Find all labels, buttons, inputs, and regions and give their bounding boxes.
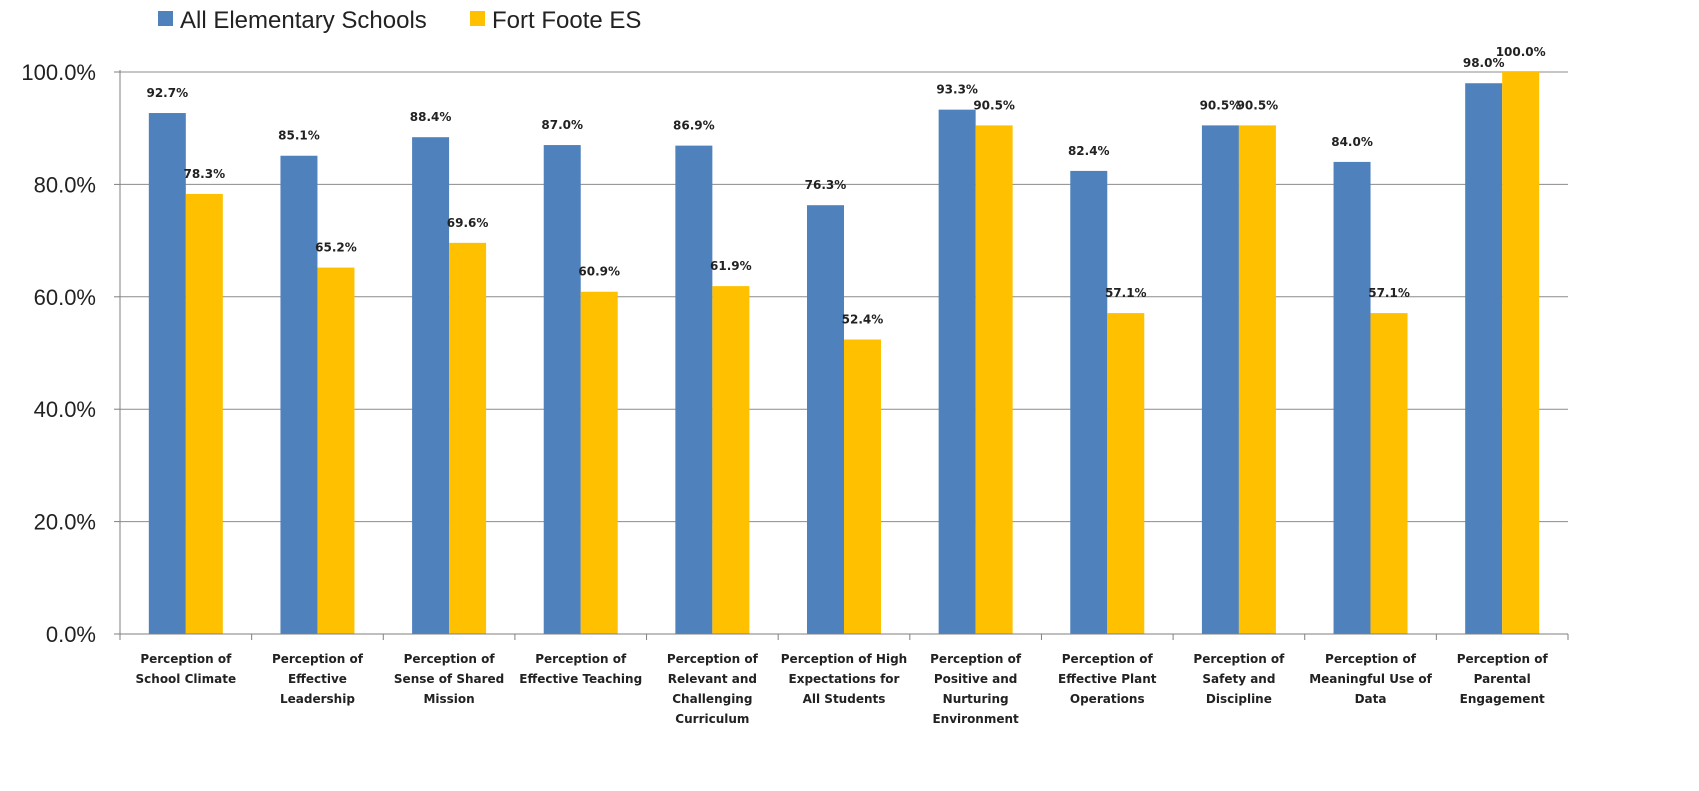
x-tick-label: Parental (1474, 672, 1531, 686)
legend-swatch-1 (158, 11, 173, 26)
x-tick-label: All Students (803, 692, 886, 706)
x-axis: Perception of School Climate Perception of… (114, 70, 1569, 726)
x-tick-label: Operations (1070, 692, 1145, 706)
x-tick-label: Perception of (404, 652, 496, 666)
x-tick-label: Effective Plant (1058, 672, 1157, 686)
bar-all-elementary-8 (1070, 170, 1108, 635)
x-tick-label: Perception of (535, 652, 627, 666)
x-tick-label: Perception of (667, 652, 759, 666)
x-tick-label: Mission (423, 692, 474, 706)
x-tick-label: Safety and (1202, 672, 1275, 686)
data-label-fort-foote-9: 90.5% (1237, 98, 1279, 112)
x-tick-label: Leadership (280, 692, 355, 706)
bar-fort-foote-10 (1370, 313, 1408, 634)
x-tick-label: Effective Teaching (519, 672, 642, 686)
bar-all-elementary-2 (280, 155, 318, 634)
bar-fort-foote-4 (580, 291, 618, 634)
x-tick-label: Nurturing (943, 692, 1009, 706)
y-tick-label: 80.0% (34, 172, 96, 197)
y-axis: 0.0% 20.0% 40.0% 60.0% 80.0% 100.0% (21, 60, 96, 647)
y-tick-label: 100.0% (21, 60, 96, 85)
x-tick-label: Perception of (1062, 652, 1154, 666)
legend-label-2: Fort Foote ES (492, 7, 641, 34)
x-tick-label: School Climate (136, 672, 237, 686)
data-label-all-elementary-5: 86.9% (673, 119, 715, 133)
data-label-all-elementary-6: 76.3% (805, 178, 847, 192)
bar-all-elementary-5 (675, 145, 713, 634)
x-tick-label: Positive and (934, 672, 1018, 686)
y-tick-label: 0.0% (46, 622, 96, 647)
bar-fort-foote-1 (185, 193, 223, 635)
data-label-all-elementary-7: 93.3% (936, 83, 978, 97)
data-label-fort-foote-2: 65.2% (315, 241, 357, 255)
x-tick-label: Sense of Shared (394, 672, 504, 686)
data-label-all-elementary-4: 87.0% (541, 118, 583, 132)
bar-all-elementary-6 (807, 205, 844, 634)
bars (148, 72, 1540, 635)
y-tick-label: 20.0% (34, 510, 96, 535)
data-label-all-elementary-9: 90.5% (1200, 98, 1242, 112)
x-tick-label: Perception of (272, 652, 364, 666)
x-tick-label: Curriculum (675, 712, 749, 726)
data-labels: 92.7% 85.1% 88.4% 87.0% 86.9% 76.3% 93.3% 82.4%… (146, 45, 1545, 327)
legend-swatch-2 (470, 11, 485, 26)
bar-fort-foote-6 (844, 339, 881, 634)
bar-all-elementary-1 (148, 113, 186, 634)
data-label-all-elementary-10: 84.0% (1331, 135, 1373, 149)
bar-fort-foote-2 (317, 267, 355, 634)
x-tick-label: Relevant and (668, 672, 757, 686)
data-label-fort-foote-11: 100.0% (1496, 45, 1546, 59)
data-label-all-elementary-11: 98.0% (1463, 56, 1505, 70)
data-label-all-elementary-2: 85.1% (278, 129, 320, 143)
data-label-fort-foote-5: 61.9% (710, 259, 752, 273)
y-tick-label: 40.0% (34, 397, 96, 422)
bar-fort-foote-8 (1107, 313, 1145, 634)
bar-fort-foote-11 (1502, 72, 1540, 634)
x-tick-label: Perception of (140, 652, 232, 666)
data-label-fort-foote-6: 52.4% (842, 313, 884, 327)
data-label-fort-foote-1: 78.3% (183, 167, 225, 181)
x-tick-label: Data (1355, 692, 1387, 706)
x-tick-label: Meaningful Use of (1309, 672, 1432, 686)
bar-all-elementary-4 (543, 145, 581, 634)
bar-all-elementary-9 (1201, 125, 1239, 634)
x-tick-label: Perception of (1193, 652, 1285, 666)
x-tick-label: Perception of High (781, 652, 907, 666)
data-label-fort-foote-4: 60.9% (578, 265, 620, 279)
data-label-all-elementary-1: 92.7% (146, 86, 188, 100)
x-tick-label: Effective (288, 672, 347, 686)
data-label-all-elementary-8: 82.4% (1068, 144, 1110, 158)
data-label-all-elementary-3: 88.4% (410, 110, 452, 124)
bar-fort-foote-5 (712, 286, 750, 634)
x-tick-label: Perception of (1325, 652, 1417, 666)
bar-all-elementary-10 (1333, 161, 1371, 635)
x-tick-label: Environment (932, 712, 1019, 726)
bar-fort-foote-7 (975, 125, 1013, 634)
bar-all-elementary-11 (1465, 83, 1503, 635)
legend: All Elementary Schools Fort Foote ES (158, 7, 641, 34)
bar-fort-foote-3 (449, 242, 487, 634)
x-tick-label: Perception of (1457, 652, 1549, 666)
x-tick-label: Challenging (672, 692, 752, 706)
y-tick-label: 60.0% (34, 285, 96, 310)
bar-all-elementary-3 (412, 137, 450, 634)
data-label-fort-foote-10: 57.1% (1368, 286, 1410, 300)
legend-label-1: All Elementary Schools (180, 7, 427, 34)
x-tick-label: Perception of (930, 652, 1022, 666)
data-label-fort-foote-8: 57.1% (1105, 286, 1147, 300)
bar-fort-foote-9 (1238, 125, 1276, 634)
x-tick-label: Discipline (1206, 692, 1272, 706)
bar-all-elementary-7 (938, 109, 976, 635)
x-tick-label: Engagement (1460, 692, 1545, 706)
data-label-fort-foote-3: 69.6% (447, 216, 489, 230)
x-tick-label: Expectations for (789, 672, 900, 686)
data-label-fort-foote-7: 90.5% (973, 98, 1015, 112)
